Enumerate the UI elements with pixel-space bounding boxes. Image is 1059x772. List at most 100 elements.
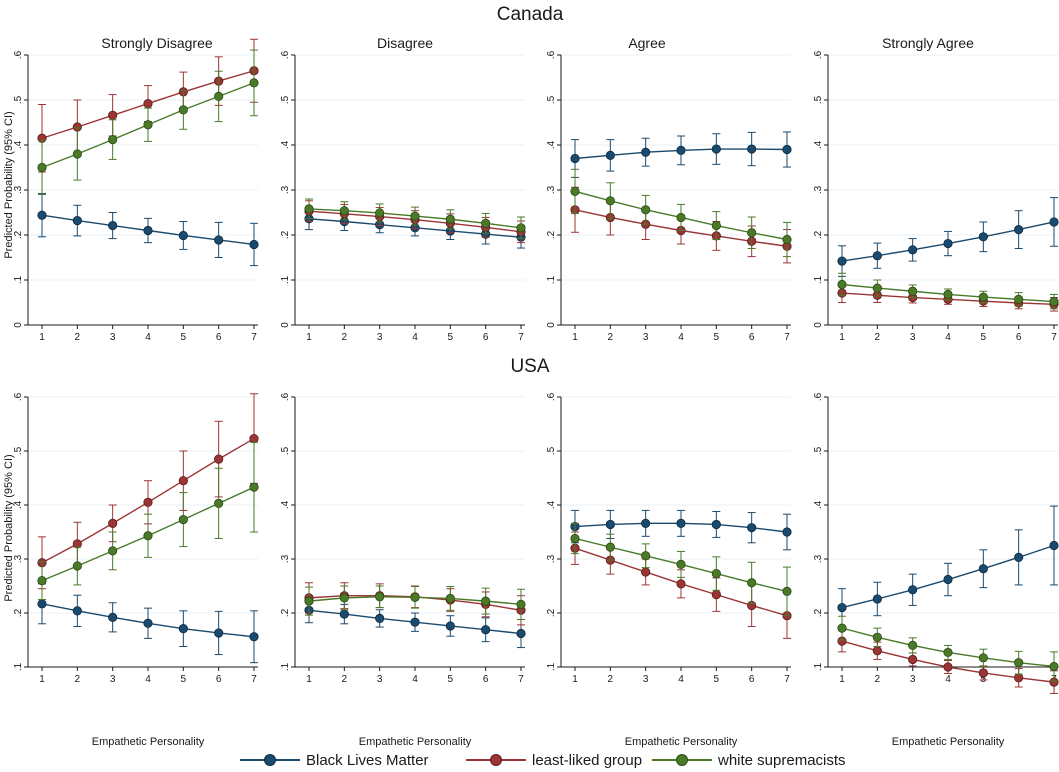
point-usa-disagree-white-supremacists-4 [445,593,455,604]
y-tick-label-usa-agree-5: .6 [546,392,557,401]
point-usa-strongly-disagree-white-supremacists-2 [108,546,118,556]
point-canada-agree-white-supremacists-1 [605,196,615,206]
point-canada-strongly-agree-black-lives-matter-6 [1049,217,1059,227]
point-canada-strongly-disagree-white-supremacists-3 [143,120,153,130]
point-usa-agree-black-lives-matter-1 [605,519,615,530]
y-tick-label-canada-strongly-agree-2: .2 [813,230,824,239]
y-tick-label-canada-agree-5: .5 [546,95,557,104]
legend-label-least-liked-group: least-liked group [532,752,642,769]
point-canada-strongly-agree-black-lives-matter-2 [908,245,918,255]
x-axis-label-3: Empathetic Personality [625,736,738,748]
point-usa-strongly-disagree-black-lives-matter-6 [249,632,259,642]
point-canada-disagree-white-supremacists-6 [516,223,526,233]
panel-title-disagree: Disagree [377,35,433,51]
y-tick-label-usa-strongly-agree-1: .2 [813,608,824,617]
panel-canada-strongly-agree: 0 .1 .2 .3 .4 .5 .6 1 2 3 4 5 6 7 [813,50,1059,343]
point-canada-strongly-agree-white-supremacists-5 [1014,294,1024,304]
point-usa-agree-white-supremacists-4 [711,568,721,579]
y-tick-label-usa-agree-3: .4 [546,500,557,509]
point-canada-strongly-agree-white-supremacists-2 [908,286,918,296]
point-canada-strongly-disagree-white-supremacists-0 [37,162,47,173]
y-tick-label-usa-strongly-agree-4: .5 [813,446,824,455]
point-usa-disagree-white-supremacists-5 [481,596,491,606]
point-canada-agree-white-supremacists-5 [747,228,757,238]
point-canada-agree-black-lives-matter-6 [782,144,792,155]
point-usa-strongly-agree-least-liked-group-2 [908,654,918,665]
point-canada-strongly-disagree-black-lives-matter-5 [214,235,224,245]
point-usa-agree-white-supremacists-6 [782,586,792,597]
point-usa-agree-white-supremacists-1 [605,542,615,552]
point-usa-strongly-disagree-black-lives-matter-2 [108,612,118,622]
point-usa-agree-black-lives-matter-4 [711,519,721,530]
point-canada-strongly-agree-white-supremacists-0 [837,279,847,290]
point-usa-strongly-agree-black-lives-matter-5 [1014,552,1024,562]
x-tick-label-usa-strongly-agree-3: 4 [945,674,951,685]
row-title-usa: USA [510,356,549,377]
series-canada-strongly-disagree-black-lives-matter [37,193,259,267]
point-usa-disagree-black-lives-matter-3 [410,617,420,627]
x-axis-label-4: Empathetic Personality [892,736,1005,748]
point-usa-strongly-disagree-black-lives-matter-1 [72,606,82,616]
x-tick-label-canada-strongly-agree-0: 1 [839,332,845,343]
x-axis-label-2: Empathetic Personality [359,736,472,748]
point-canada-strongly-disagree-black-lives-matter-6 [249,239,259,250]
y-tick-label-canada-strongly-agree-3: .3 [813,185,824,194]
y-tick-label-usa-strongly-disagree-1: .2 [13,608,24,617]
x-tick-label-usa-disagree-3: 4 [412,674,418,685]
y-tick-label-usa-strongly-agree-3: .4 [813,500,824,509]
point-usa-agree-white-supremacists-5 [747,578,757,588]
x-tick-label-usa-strongly-disagree-1: 2 [75,674,81,685]
y-tick-label-canada-strongly-agree-6: .6 [813,50,824,59]
y-tick-label-usa-agree-2: .3 [546,554,557,563]
point-usa-strongly-disagree-white-supremacists-6 [249,482,259,492]
y-tick-label-usa-agree-1: .2 [546,608,557,617]
x-tick-label-usa-strongly-disagree-4: 5 [181,674,187,685]
point-canada-agree-white-supremacists-0 [570,186,580,196]
panel-canada-strongly-disagree: 0 .1 .2 .3 .4 .5 .6 1 2 3 4 5 6 7 [13,38,259,343]
point-usa-strongly-disagree-least-liked-group-3 [143,497,153,507]
point-canada-strongly-agree-black-lives-matter-0 [837,256,847,266]
series-usa-strongly-agree-black-lives-matter [837,505,1059,627]
point-canada-strongly-disagree-white-supremacists-6 [249,78,259,88]
panel-usa-strongly-disagree: .1 .2 .3 .4 .5 .6 1 2 3 4 5 6 7 [13,392,259,685]
point-usa-strongly-agree-white-supremacists-0 [837,623,847,633]
legend-marker-least-liked-group [490,754,502,766]
point-usa-agree-least-liked-group-2 [641,567,651,577]
x-tick-label-canada-strongly-disagree-3: 4 [145,332,151,343]
y-tick-label-usa-strongly-disagree-5: .6 [13,392,24,401]
point-usa-disagree-white-supremacists-6 [516,599,526,609]
x-tick-label-usa-agree-3: 4 [678,674,684,685]
y-tick-label-canada-disagree-6: .6 [280,50,291,59]
y-tick-label-usa-disagree-2: .3 [280,554,291,563]
point-usa-agree-least-liked-group-4 [711,590,721,600]
x-axis-label-1: Empathetic Personality [92,736,205,748]
y-tick-label-usa-strongly-agree-0: .1 [813,662,824,671]
point-usa-agree-black-lives-matter-5 [747,523,757,533]
legend-label-black-lives-matter: Black Lives Matter [306,752,429,769]
series-canada-disagree-white-supremacists [304,198,526,240]
x-tick-label-canada-strongly-disagree-4: 5 [181,332,187,343]
point-usa-strongly-disagree-least-liked-group-2 [108,518,118,528]
point-canada-strongly-disagree-black-lives-matter-1 [72,216,82,226]
x-tick-label-usa-strongly-disagree-0: 1 [39,674,45,685]
point-usa-strongly-disagree-least-liked-group-5 [214,454,224,464]
series-usa-strongly-agree-white-supremacists [837,615,1059,682]
point-usa-strongly-agree-white-supremacists-3 [943,647,953,658]
legend: Black Lives Matter least-liked group whi… [240,752,846,769]
y-tick-label-canada-agree-4: .4 [546,140,557,149]
y-tick-label-canada-agree-3: .3 [546,185,557,194]
x-tick-label-canada-agree-5: 6 [749,332,755,343]
y-axis-label-canada: Predicted Probability (95% CI) [3,111,15,258]
series-usa-agree-least-liked-group [570,531,792,639]
point-usa-strongly-agree-least-liked-group-1 [872,646,882,656]
legend-marker-black-lives-matter [264,754,276,766]
point-usa-strongly-disagree-black-lives-matter-0 [37,599,47,609]
y-tick-label-canada-strongly-agree-4: .4 [813,140,824,149]
point-canada-strongly-disagree-white-supremacists-4 [178,105,188,115]
x-tick-label-usa-disagree-5: 6 [483,674,489,685]
y-tick-label-canada-strongly-disagree-5: .5 [13,95,24,104]
x-tick-label-usa-disagree-2: 3 [377,674,383,685]
x-tick-label-usa-strongly-agree-1: 2 [875,674,881,685]
point-canada-agree-white-supremacists-2 [641,205,651,215]
point-usa-strongly-agree-white-supremacists-5 [1014,658,1024,668]
